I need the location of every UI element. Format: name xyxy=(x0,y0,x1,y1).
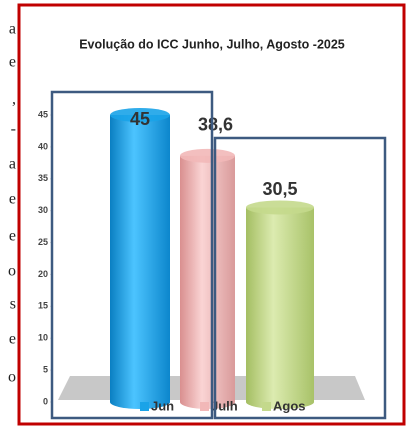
text-fragment: e xyxy=(9,228,16,245)
y-tick-label: 35 xyxy=(38,173,48,183)
text-fragment: s xyxy=(10,296,16,313)
text-fragment: , xyxy=(12,91,16,108)
text-fragment: o xyxy=(8,263,16,280)
y-tick-label: 30 xyxy=(38,205,48,215)
text-fragment: a xyxy=(9,156,16,173)
y-tick-label: 15 xyxy=(38,301,48,311)
highlight-box xyxy=(213,136,387,420)
y-tick-label: 5 xyxy=(43,364,48,374)
bar xyxy=(246,207,314,402)
chart-title: Evolução do ICC Junho, Julho, Agosto -20… xyxy=(79,37,345,51)
text-fragment: - xyxy=(11,121,16,138)
y-tick-label: 40 xyxy=(38,141,48,151)
y-tick-label: 25 xyxy=(38,237,48,247)
data-label: 38,6 xyxy=(198,115,233,135)
bar-top xyxy=(110,108,170,122)
y-tick-label: 10 xyxy=(38,333,48,343)
bar-group xyxy=(180,148,235,409)
legend-label: Jun xyxy=(151,398,174,413)
data-label: 30,5 xyxy=(262,179,297,199)
legend-label: Julh xyxy=(211,398,238,413)
bar-top xyxy=(180,148,235,163)
legend-swatch xyxy=(200,402,209,411)
text-fragment: e xyxy=(9,54,16,71)
text-fragment: e xyxy=(9,191,16,208)
text-fragment: a xyxy=(9,21,16,38)
bar-group xyxy=(110,108,170,409)
y-tick-label: 20 xyxy=(38,269,48,279)
bar xyxy=(110,115,170,402)
highlight-box xyxy=(50,90,214,420)
bar-group xyxy=(246,200,314,409)
text-fragment: e xyxy=(9,331,16,348)
y-tick-label: 45 xyxy=(38,109,48,119)
legend-label: Agos xyxy=(273,398,306,413)
bar xyxy=(180,155,235,402)
text-fragment: o xyxy=(8,369,16,386)
y-tick-label: 0 xyxy=(43,396,48,406)
legend-swatch xyxy=(262,402,271,411)
legend-swatch xyxy=(140,402,149,411)
bar-top xyxy=(246,200,314,215)
data-label: 45 xyxy=(130,109,150,129)
